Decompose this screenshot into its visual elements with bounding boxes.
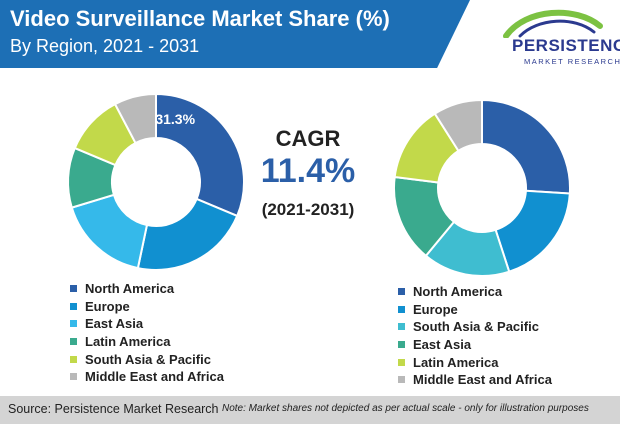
legend-label: Middle East and Africa bbox=[85, 369, 224, 385]
legend-item-east-asia: East Asia bbox=[70, 315, 224, 333]
chart-subtitle: By Region, 2021 - 2031 bbox=[10, 36, 200, 56]
slice-europe bbox=[136, 197, 239, 271]
legend-swatch bbox=[398, 323, 405, 331]
brand-logo: PERSISTENCE MARKET RESEARCH bbox=[488, 6, 620, 72]
legend-swatch bbox=[398, 358, 405, 366]
logo-tagline: MARKET RESEARCH bbox=[524, 57, 620, 66]
legend-swatch bbox=[70, 373, 77, 381]
legend-swatch bbox=[70, 285, 77, 293]
header-band bbox=[0, 0, 470, 68]
data-label-north-america: 31.3% bbox=[155, 111, 195, 127]
legend-swatch bbox=[398, 288, 405, 296]
legend-label: North America bbox=[85, 281, 175, 297]
logo-name: PERSISTENCE bbox=[512, 36, 620, 55]
slice-north-america bbox=[481, 98, 571, 195]
donut-chart-2031 bbox=[393, 98, 571, 277]
legend-swatch bbox=[70, 355, 77, 363]
slice-north-america bbox=[155, 92, 245, 218]
cagr-label: CAGR bbox=[275, 126, 341, 151]
legend-label: Latin America bbox=[413, 354, 499, 370]
legend-2021: North America Europe East Asia Latin Americ… bbox=[70, 280, 224, 386]
legend-swatch bbox=[70, 320, 77, 328]
legend-item-east-asia: East Asia bbox=[398, 336, 552, 354]
legend-label: North America bbox=[413, 284, 503, 300]
legend-label: East Asia bbox=[413, 337, 472, 353]
legend-swatch bbox=[398, 376, 405, 384]
donut-chart-2021: 31.3% bbox=[67, 92, 245, 271]
footer-bar: Source: Persistence Market Research Note… bbox=[0, 396, 620, 424]
slice-europe bbox=[494, 189, 571, 273]
cagr-period: (2021-2031) bbox=[261, 200, 355, 219]
legend-item-north-america: North America bbox=[70, 280, 224, 298]
legend-label: Europe bbox=[85, 298, 130, 314]
legend-label: Europe bbox=[413, 301, 458, 317]
note-text: Note: Market shares not depicted as per … bbox=[222, 403, 589, 414]
legend-item-south-asia-pacific: South Asia & Pacific bbox=[70, 350, 224, 368]
legend-item-latin-america: Latin America bbox=[70, 333, 224, 351]
source-text: Source: Persistence Market Research bbox=[8, 402, 219, 416]
legend-2031: North America Europe South Asia & Pacific E… bbox=[398, 283, 552, 389]
legend-swatch bbox=[398, 305, 405, 313]
slice-middle-east-and-africa bbox=[433, 98, 483, 153]
legend-swatch bbox=[398, 341, 405, 349]
logo-arc-icon bbox=[503, 9, 603, 38]
legend-label: Middle East and Africa bbox=[413, 372, 552, 388]
legend-item-middle-east-and-africa: Middle East and Africa bbox=[70, 368, 224, 386]
chart-title: Video Surveillance Market Share (%) bbox=[10, 6, 390, 31]
legend-item-latin-america: Latin America bbox=[398, 353, 552, 371]
legend-item-south-asia-pacific: South Asia & Pacific bbox=[398, 318, 552, 336]
legend-label: East Asia bbox=[85, 316, 144, 332]
legend-item-europe: Europe bbox=[398, 301, 552, 319]
legend-item-europe: Europe bbox=[70, 298, 224, 316]
legend-label: South Asia & Pacific bbox=[85, 351, 211, 367]
slice-middle-east-and-africa bbox=[113, 92, 157, 145]
legend-label: Latin America bbox=[85, 334, 171, 350]
slice-east-asia bbox=[70, 193, 149, 270]
legend-swatch bbox=[70, 302, 77, 310]
legend-swatch bbox=[70, 338, 77, 346]
legend-label: South Asia & Pacific bbox=[413, 319, 539, 335]
legend-item-north-america: North America bbox=[398, 283, 552, 301]
legend-item-middle-east-and-africa: Middle East and Africa bbox=[398, 371, 552, 389]
cagr-value: 11.4% bbox=[260, 152, 356, 190]
